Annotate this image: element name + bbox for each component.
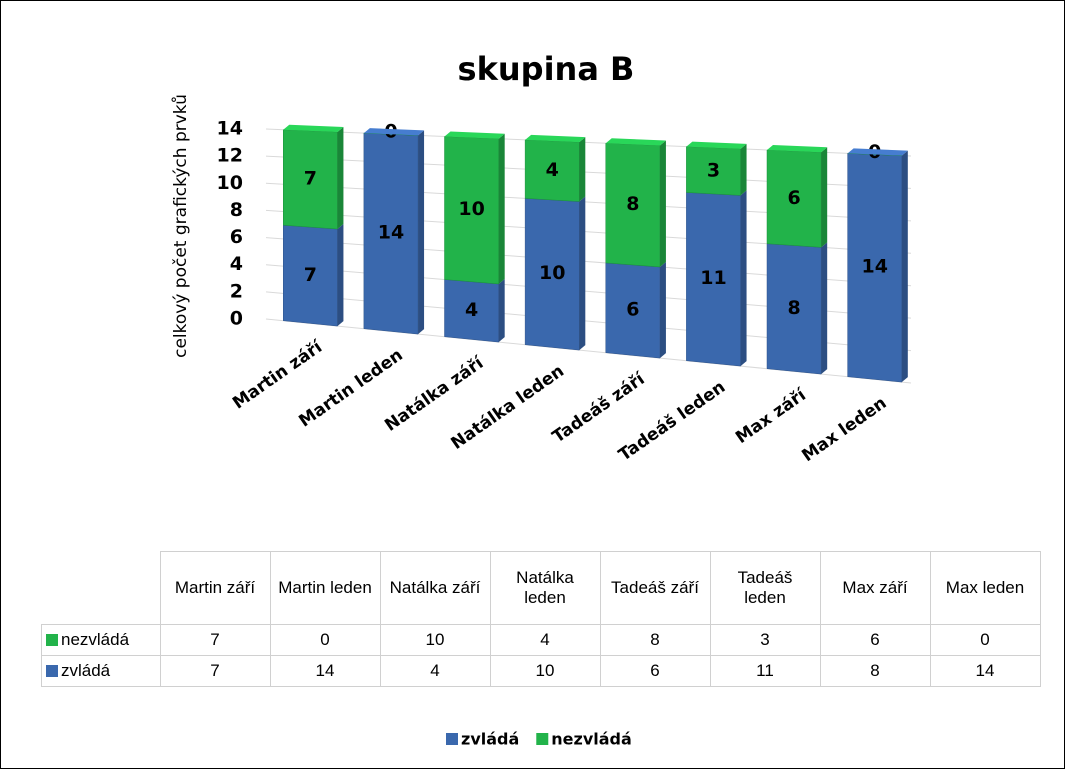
data-label: 6 — [787, 187, 800, 209]
data-label: 3 — [707, 159, 720, 181]
y-tick-label: 2 — [230, 280, 243, 302]
data-label: 4 — [465, 299, 478, 321]
y-tick-label: 12 — [217, 145, 243, 167]
bar-top — [283, 124, 344, 132]
bar-side — [498, 133, 505, 284]
legend-swatch — [446, 733, 458, 745]
bar-side — [498, 278, 505, 343]
table-column-header: Tadeáš září — [599, 551, 711, 625]
bar-side — [337, 126, 344, 230]
data-label: 8 — [787, 297, 800, 319]
table-cell: 7 — [159, 624, 271, 656]
table-cell: 4 — [379, 655, 491, 687]
x-tick-label: Martin září — [229, 337, 327, 414]
table-row: zvládá 7 14 4 10 6 11 8 14 — [41, 655, 1041, 687]
table-cell: 6 — [599, 655, 711, 687]
bar-top — [847, 148, 908, 156]
table-column-header: Max leden — [929, 551, 1041, 625]
table-cell: 11 — [709, 655, 821, 687]
data-label: 11 — [700, 267, 726, 289]
bar-top — [363, 128, 425, 136]
table-row-label: zvládá — [61, 661, 111, 680]
bar-side — [821, 147, 828, 248]
data-label: 4 — [546, 159, 559, 181]
legend-swatch — [46, 665, 58, 677]
data-table: Martin září Martin leden Natálka září Natál… — [41, 551, 1041, 687]
table-column-header: Max září — [819, 551, 931, 625]
table-row-header: zvládá — [41, 655, 161, 687]
legend-swatch — [46, 634, 58, 646]
bar-side — [901, 150, 908, 383]
table-row-label: nezvládá — [61, 630, 130, 649]
data-label: 7 — [304, 167, 317, 189]
table-column-header: Natálka září — [379, 551, 491, 625]
table-cell: 0 — [269, 624, 381, 656]
bar-side — [418, 130, 425, 335]
table-cell: 0 — [929, 624, 1041, 656]
legend-label: nezvládá — [551, 730, 632, 749]
bar-top — [525, 134, 586, 143]
y-tick-label: 4 — [230, 253, 243, 275]
bar-side — [821, 242, 828, 375]
table-cell: 6 — [819, 624, 931, 656]
bar-side — [659, 261, 666, 359]
bar-side — [740, 143, 747, 196]
legend-label: zvládá — [461, 730, 519, 749]
data-label: 7 — [304, 264, 317, 286]
bar-top — [605, 138, 666, 146]
y-tick-label: 6 — [230, 226, 243, 248]
bar-top — [444, 131, 505, 139]
data-label: 6 — [626, 299, 639, 321]
table-cell: 8 — [819, 655, 931, 687]
bar-side — [337, 224, 344, 327]
table-cell: 10 — [489, 655, 601, 687]
table-cell: 4 — [489, 624, 601, 656]
bar-side — [579, 137, 586, 202]
data-label: 10 — [539, 262, 565, 284]
table-column-header: Martin leden — [269, 551, 381, 625]
table-column-header: Tadeáš leden — [709, 551, 821, 625]
bar-top — [767, 144, 828, 153]
legend-swatch — [536, 733, 549, 745]
y-tick-label: 10 — [217, 172, 243, 194]
table-row: nezvládá 7 0 10 4 8 3 6 0 — [41, 624, 1041, 656]
table-cell: 8 — [599, 624, 711, 656]
table-header-row: Martin září Martin leden Natálka září Natál… — [41, 551, 1041, 625]
table-cell: 14 — [929, 655, 1041, 687]
table-row-header: nezvládá — [41, 624, 161, 656]
data-label: 10 — [458, 198, 484, 220]
x-tick-label: Max leden — [798, 393, 890, 466]
table-cell: 10 — [379, 624, 491, 656]
y-axis-label: celkový počet grafických prvků — [171, 94, 191, 358]
y-tick-label: 8 — [230, 199, 243, 221]
table-column-header: Martin září — [159, 551, 271, 625]
bar-side — [579, 196, 586, 351]
table-cell: 14 — [269, 655, 381, 687]
data-label: 8 — [626, 193, 639, 215]
data-label: 14 — [861, 255, 887, 277]
chart-title: skupina B — [458, 50, 635, 88]
table-cell: 3 — [709, 624, 821, 656]
table-column-header: Natálka leden — [489, 551, 601, 625]
bar-top — [686, 141, 747, 149]
table-corner — [41, 551, 161, 625]
y-tick-label: 14 — [217, 118, 243, 140]
bar-side — [740, 190, 747, 367]
data-label: 14 — [378, 221, 404, 243]
y-tick-label: 0 — [230, 308, 243, 330]
table-cell: 7 — [159, 655, 271, 687]
x-tick-label: Max září — [732, 385, 811, 448]
bar-side — [659, 140, 666, 267]
